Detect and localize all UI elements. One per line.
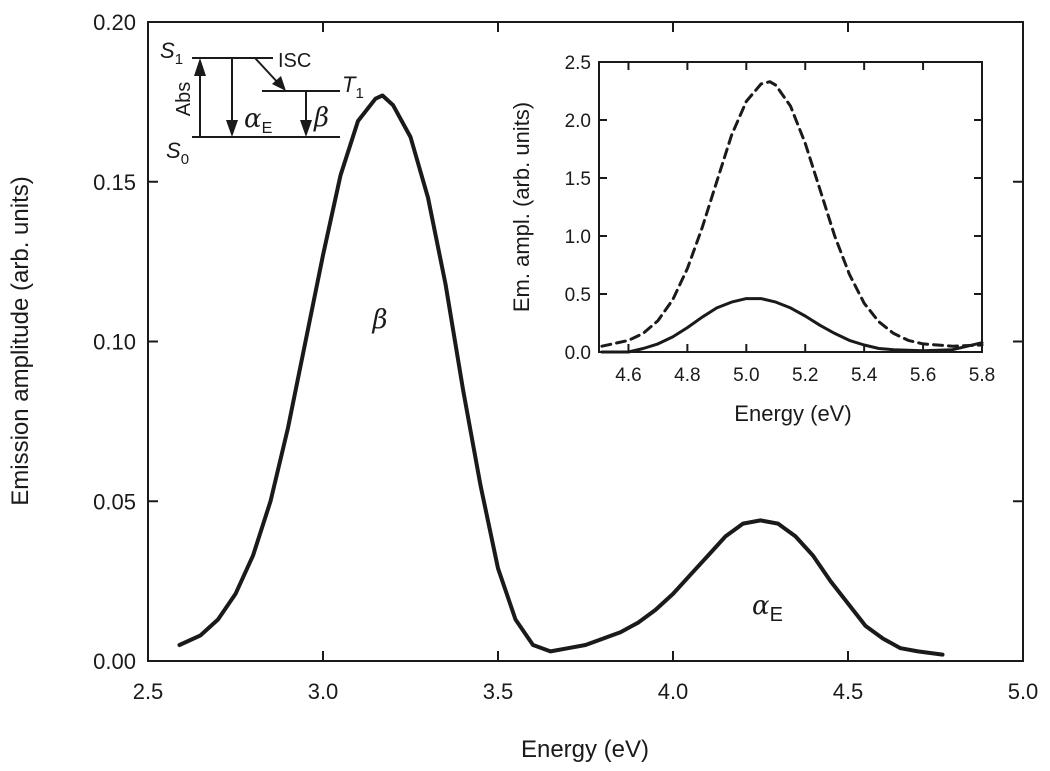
inset-x-axis-label: Energy (eV) [734, 401, 851, 426]
energy-level-diagram: S1 T1 S0 Abs ISC αE β [160, 38, 364, 168]
main-y-tick-labels: 0.00 0.05 0.10 0.15 0.20 [93, 10, 136, 674]
alpha-e-peak-label: αE [752, 591, 783, 626]
inset-series [600, 80, 984, 354]
abs-label: Abs [173, 82, 195, 116]
inset-y-tick-labels: 0.0 0.5 1.0 1.5 2.0 2.5 [565, 53, 591, 364]
main-series [177, 93, 945, 657]
s0-level-label: S0 [166, 138, 189, 168]
inset-y-tick-label: 2.5 [565, 53, 591, 74]
s1-letter: S [160, 38, 175, 63]
inset-series-solid [600, 297, 984, 354]
s1-subscript: 1 [175, 51, 183, 68]
t1-subscript: 1 [355, 85, 363, 102]
inset-y-tick-label: 1.0 [565, 227, 591, 248]
inset-x-tick-label: 5.6 [910, 365, 936, 386]
isc-arrowhead [272, 76, 286, 91]
main-x-tick-label: 3.5 [483, 679, 514, 704]
s0-letter: S [166, 138, 181, 163]
main-x-tick-label: 2.5 [133, 679, 164, 704]
alpha-e-peak-symbol: α [752, 591, 770, 621]
inset-x-tick-label: 4.8 [674, 365, 700, 386]
s1-level-label: S1 [160, 38, 183, 68]
main-x-tick-label: 3.0 [308, 679, 339, 704]
beta-peak-label: β [371, 305, 387, 335]
main-y-tick-label: 0.20 [93, 10, 136, 35]
isc-label: ISC [278, 50, 311, 72]
inset-x-tick-label: 5.4 [851, 365, 878, 386]
main-y-tick-label: 0.05 [93, 489, 136, 514]
t1-level-label: T1 [342, 72, 364, 102]
main-series-emission-spectrum [177, 93, 945, 657]
inset-x-tick-label: 4.6 [615, 365, 641, 386]
main-x-tick-label: 5.0 [1008, 679, 1039, 704]
inset-y-tick-label: 0.0 [565, 343, 591, 364]
isc-arrow [254, 57, 281, 86]
main-x-tick-label: 4.0 [658, 679, 689, 704]
inset-x-tick-label: 5.0 [733, 365, 759, 386]
inset-y-axis-label: Em. ampl. (arb. units) [509, 102, 534, 312]
beta-arrowhead [300, 120, 312, 137]
inset-y-tick-label: 1.5 [565, 169, 591, 190]
main-ticks [147, 21, 1024, 662]
main-y-tick-label: 0.00 [93, 649, 136, 674]
abs-arrowhead [194, 58, 206, 76]
inset-x-tick-labels: 4.6 4.8 5.0 5.2 5.4 5.6 5.8 [615, 365, 995, 386]
main-y-axis-label: Emission amplitude (arb. units) [7, 176, 34, 505]
alpha-e-transition-subscript: E [262, 120, 273, 137]
t1-letter: T [342, 72, 357, 97]
alpha-e-peak-subscript: E [770, 604, 783, 626]
alpha-e-transition-symbol: α [244, 104, 262, 134]
inset-plot-frame [598, 61, 983, 353]
s0-subscript: 0 [181, 151, 189, 168]
main-x-axis-label: Energy (eV) [521, 736, 649, 763]
main-y-tick-label: 0.15 [93, 170, 136, 195]
inset-y-tick-label: 0.5 [565, 285, 591, 306]
alpha-e-arrowhead [226, 120, 238, 137]
alpha-e-transition-label: αE [244, 104, 272, 137]
inset-x-tick-label: 5.2 [792, 365, 818, 386]
inset-y-tick-label: 2.0 [565, 111, 591, 132]
main-y-tick-label: 0.10 [93, 330, 136, 355]
main-x-tick-labels: 2.5 3.0 3.5 4.0 4.5 5.0 [133, 679, 1039, 704]
beta-transition-label: β [313, 103, 329, 133]
inset-x-tick-label: 5.8 [969, 365, 995, 386]
inset-series-dashed [600, 80, 984, 348]
main-x-tick-label: 4.5 [833, 679, 864, 704]
